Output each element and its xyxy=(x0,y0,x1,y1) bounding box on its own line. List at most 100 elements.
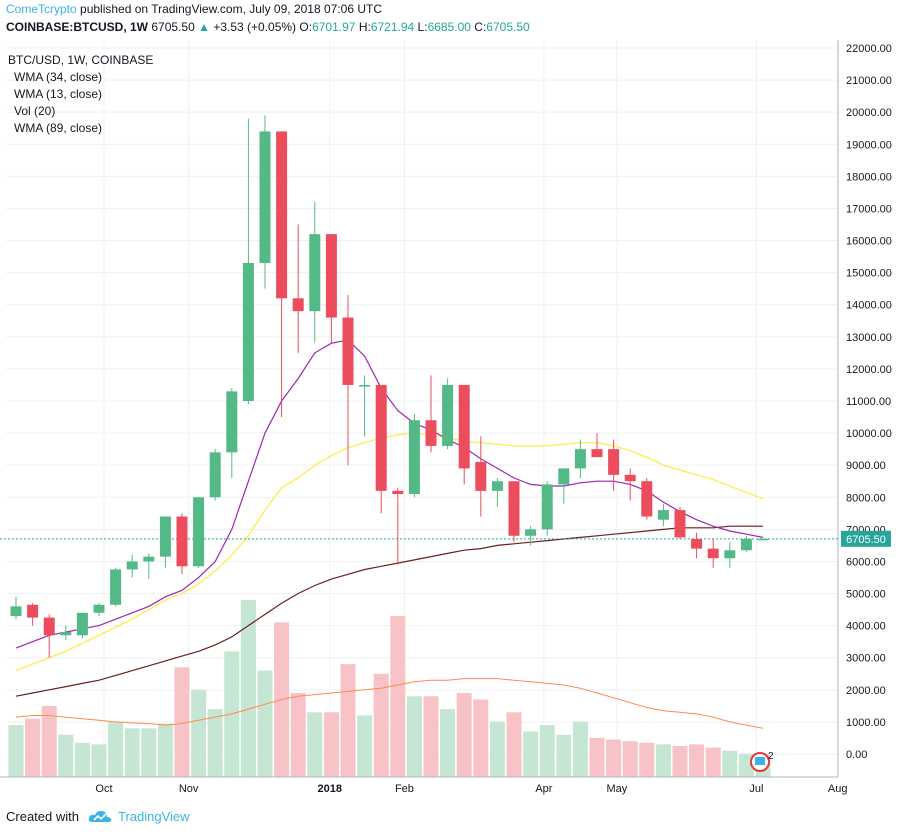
volume-bar xyxy=(124,728,140,777)
candle-down xyxy=(425,420,437,446)
candle-up xyxy=(159,516,171,557)
candle-up xyxy=(10,606,22,617)
volume-bar xyxy=(74,742,90,777)
volume-bar xyxy=(523,731,539,777)
high-label: H: xyxy=(358,20,371,34)
x-tick-label: Feb xyxy=(395,783,414,795)
legend-vol[interactable]: Vol (20) xyxy=(14,104,55,118)
price-tag-bg xyxy=(841,530,891,547)
tradingview-link[interactable]: TradingView xyxy=(118,809,190,824)
candle-down xyxy=(707,548,719,559)
candle-down xyxy=(641,481,653,517)
x-tick-label: Apr xyxy=(535,783,552,795)
volume-bar xyxy=(240,599,256,777)
y-tick-label: 13000.00 xyxy=(846,332,892,344)
volume-bar xyxy=(390,616,406,777)
price-chart[interactable]: 0.00 1000.00 2000.00 3000.00 4000.00 5000.00 6… xyxy=(0,40,906,800)
candlesticks[interactable] xyxy=(10,115,769,658)
candle-up xyxy=(657,510,669,520)
wma89-line xyxy=(15,525,763,697)
wma13-line xyxy=(15,339,764,649)
alert-icon[interactable]: 2 xyxy=(750,751,774,772)
volume-bar xyxy=(406,696,422,777)
candle-down xyxy=(342,317,354,385)
x-tick-label: Oct xyxy=(95,783,112,795)
volume-bar xyxy=(556,734,572,777)
candle-up xyxy=(226,391,238,453)
y-tick-label: 2000.00 xyxy=(846,685,886,697)
price-change: +3.53 (+0.05%) xyxy=(213,20,297,34)
y-tick-label: 0.00 xyxy=(846,749,867,761)
volume-bar xyxy=(157,723,173,777)
candle-up xyxy=(491,481,503,491)
candle-down xyxy=(674,510,686,538)
y-tick-label: 18000.00 xyxy=(846,171,892,183)
candle-down xyxy=(508,481,520,536)
volume-bar xyxy=(589,737,605,777)
y-tick-label: 20000.00 xyxy=(846,107,892,119)
y-tick-label: 5000.00 xyxy=(846,589,886,601)
volume-bar xyxy=(58,734,74,777)
price-tag-text: 6705.50 xyxy=(846,534,886,546)
high-value: 6721.94 xyxy=(370,20,415,34)
volume-bar xyxy=(257,670,273,777)
volume-bars xyxy=(8,599,771,777)
volume-bar xyxy=(323,712,339,777)
tradingview-cloud-icon xyxy=(88,810,112,822)
y-tick-label: 22000.00 xyxy=(846,43,892,55)
volume-bar xyxy=(456,693,472,777)
ohlc-bar: COINBASE:BTCUSD, 1W 6705.50 ▲ +3.53 (+0.… xyxy=(6,20,530,34)
candle-down xyxy=(458,384,470,469)
legend-wma13[interactable]: WMA (13, close) xyxy=(14,87,102,101)
volume-bar xyxy=(25,718,41,777)
alert-count: 2 xyxy=(768,751,774,762)
last-price-tag: 6705.50 xyxy=(841,530,891,547)
candle-up xyxy=(525,529,537,536)
candle-up xyxy=(209,452,221,498)
legend-title: BTC/USD, 1W, COINBASE xyxy=(8,53,153,67)
volume-bar xyxy=(622,741,638,777)
candle-up xyxy=(309,234,321,312)
candle-up xyxy=(740,538,752,551)
candle-up xyxy=(757,538,769,541)
candle-down xyxy=(691,538,703,549)
volume-bar xyxy=(174,667,190,777)
volume-bar xyxy=(606,739,622,777)
volume-bar xyxy=(489,721,505,777)
volume-bar xyxy=(440,709,456,777)
open-value: 6701.97 xyxy=(312,20,356,34)
volume-bar xyxy=(539,725,555,777)
candle-up xyxy=(93,604,105,613)
legend-wma34[interactable]: WMA (34, close) xyxy=(14,70,102,84)
candle-down xyxy=(591,449,603,458)
volume-bar xyxy=(340,664,356,777)
author-link[interactable]: ComeTcrypto xyxy=(6,2,77,16)
legend-wma89[interactable]: WMA (89, close) xyxy=(14,121,102,135)
volume-bar xyxy=(506,712,522,777)
candle-up xyxy=(408,420,420,495)
volume-bar xyxy=(722,750,738,777)
volume-bar xyxy=(738,754,754,777)
candle-up xyxy=(110,569,122,605)
y-tick-label: 14000.00 xyxy=(846,300,892,312)
x-tick-label: Jul xyxy=(749,783,763,795)
candle-up xyxy=(541,484,553,530)
y-tick-label: 8000.00 xyxy=(846,492,886,504)
volume-bar xyxy=(689,744,705,777)
candle-down xyxy=(43,617,55,636)
x-tick-label: Aug xyxy=(828,783,848,795)
y-tick-label: 1000.00 xyxy=(846,717,886,729)
close-value: 6705.50 xyxy=(486,20,530,34)
published-text: published on TradingView.com, July 09, 2… xyxy=(80,2,382,16)
y-tick-label: 4000.00 xyxy=(846,621,886,633)
candle-up xyxy=(143,556,155,562)
candle-up xyxy=(574,449,586,469)
volume-bar xyxy=(141,728,157,777)
low-value: 6685.00 xyxy=(427,20,471,34)
volume-bar xyxy=(290,693,306,777)
created-with-label: Created with xyxy=(6,809,79,824)
candle-up xyxy=(558,468,570,485)
y-tick-label: 10000.00 xyxy=(846,428,892,440)
candle-down xyxy=(475,461,487,491)
candle-up xyxy=(60,632,72,636)
